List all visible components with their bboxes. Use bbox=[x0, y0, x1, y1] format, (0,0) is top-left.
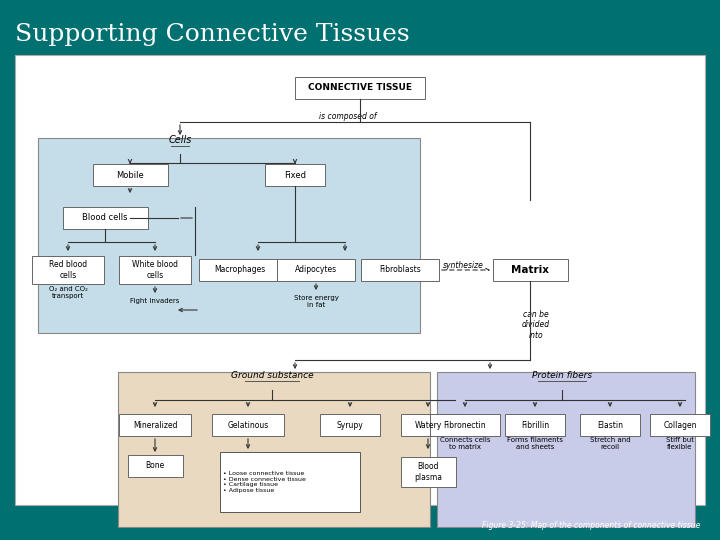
FancyBboxPatch shape bbox=[265, 164, 325, 186]
Text: Forms filaments
and sheets: Forms filaments and sheets bbox=[507, 437, 563, 450]
Text: Matrix: Matrix bbox=[511, 265, 549, 275]
Text: Collagen: Collagen bbox=[663, 421, 697, 429]
FancyBboxPatch shape bbox=[580, 414, 640, 436]
Text: Blood cells: Blood cells bbox=[82, 213, 127, 222]
Text: synthesize: synthesize bbox=[443, 261, 483, 271]
Text: Gelatinous: Gelatinous bbox=[228, 421, 269, 429]
FancyBboxPatch shape bbox=[505, 414, 565, 436]
FancyBboxPatch shape bbox=[650, 414, 710, 436]
Text: is composed of: is composed of bbox=[319, 112, 377, 121]
Text: Fibronectin: Fibronectin bbox=[444, 421, 486, 429]
FancyBboxPatch shape bbox=[32, 256, 104, 284]
FancyBboxPatch shape bbox=[277, 259, 355, 281]
Text: • Loose connective tissue
• Dense connective tissue
• Cartilage tissue
• Adipose: • Loose connective tissue • Dense connec… bbox=[223, 471, 306, 493]
Text: Adipocytes: Adipocytes bbox=[295, 266, 337, 274]
FancyBboxPatch shape bbox=[119, 256, 191, 284]
FancyBboxPatch shape bbox=[400, 414, 456, 436]
Text: Protein fibers: Protein fibers bbox=[532, 371, 592, 380]
FancyBboxPatch shape bbox=[400, 457, 456, 487]
Text: Figure 3-25: Map of the components of connective tissue: Figure 3-25: Map of the components of co… bbox=[482, 521, 700, 530]
Text: Bone: Bone bbox=[145, 462, 165, 470]
Text: Fixed: Fixed bbox=[284, 171, 306, 179]
FancyBboxPatch shape bbox=[119, 414, 191, 436]
FancyBboxPatch shape bbox=[212, 414, 284, 436]
Text: Red blood
cells: Red blood cells bbox=[49, 260, 87, 280]
Text: Fibroblasts: Fibroblasts bbox=[379, 266, 421, 274]
Text: Elastin: Elastin bbox=[597, 421, 623, 429]
Text: Stiff but
flexible: Stiff but flexible bbox=[666, 437, 694, 450]
Text: Ground substance: Ground substance bbox=[230, 371, 313, 380]
Bar bbox=[15, 55, 705, 505]
FancyBboxPatch shape bbox=[320, 414, 380, 436]
Bar bbox=[437, 372, 695, 527]
Text: Store energy
in fat: Store energy in fat bbox=[294, 295, 338, 308]
Text: Connects cells
to matrix: Connects cells to matrix bbox=[440, 437, 490, 450]
FancyBboxPatch shape bbox=[63, 207, 148, 229]
Text: can be
divided
into: can be divided into bbox=[522, 310, 550, 340]
Bar bbox=[118, 372, 430, 527]
Text: Macrophages: Macrophages bbox=[215, 266, 266, 274]
Text: White blood
cells: White blood cells bbox=[132, 260, 178, 280]
FancyBboxPatch shape bbox=[220, 452, 360, 512]
FancyBboxPatch shape bbox=[127, 455, 182, 477]
Text: Cells: Cells bbox=[168, 135, 192, 145]
FancyBboxPatch shape bbox=[430, 414, 500, 436]
Text: Stretch and
recoil: Stretch and recoil bbox=[590, 437, 630, 450]
Text: Watery: Watery bbox=[415, 421, 441, 429]
FancyBboxPatch shape bbox=[295, 77, 425, 99]
Text: Blood
plasma: Blood plasma bbox=[414, 462, 442, 482]
Text: Syrupy: Syrupy bbox=[337, 421, 364, 429]
FancyBboxPatch shape bbox=[492, 259, 567, 281]
Text: Supporting Connective Tissues: Supporting Connective Tissues bbox=[15, 24, 410, 46]
FancyBboxPatch shape bbox=[199, 259, 281, 281]
Text: CONNECTIVE TISSUE: CONNECTIVE TISSUE bbox=[308, 84, 412, 92]
Text: Mineralized: Mineralized bbox=[132, 421, 177, 429]
Text: O₂ and CO₂
transport: O₂ and CO₂ transport bbox=[48, 286, 87, 299]
Text: Fibrillin: Fibrillin bbox=[521, 421, 549, 429]
Text: Mobile: Mobile bbox=[116, 171, 144, 179]
Bar bbox=[38, 138, 420, 333]
FancyBboxPatch shape bbox=[361, 259, 439, 281]
FancyBboxPatch shape bbox=[92, 164, 168, 186]
Text: Fight invaders: Fight invaders bbox=[130, 298, 180, 304]
